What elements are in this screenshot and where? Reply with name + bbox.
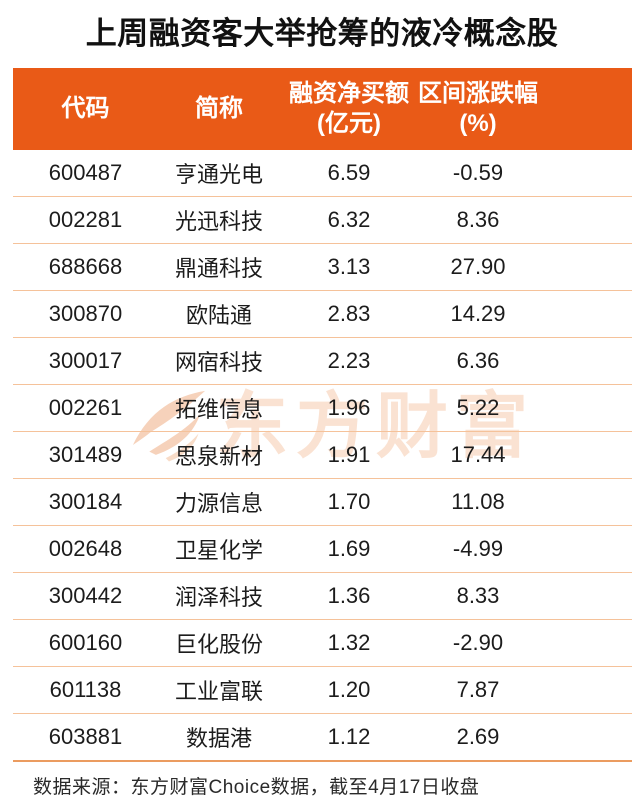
col-header-name: 简称 xyxy=(158,68,280,150)
cell-name: 思泉新材 xyxy=(158,431,280,479)
data-source-note: 数据来源：东方财富Choice数据，截至4月17日收盘 xyxy=(33,777,480,798)
cell-name: 鼎通科技 xyxy=(158,243,280,291)
table-row: 601138 工业富联 1.20 7.87 xyxy=(13,666,632,714)
table-row: 301489 思泉新材 1.91 17.44 xyxy=(13,431,632,479)
cell-spacer xyxy=(538,290,632,338)
cell-change: 2.69 xyxy=(418,713,538,762)
cell-name: 力源信息 xyxy=(158,478,280,526)
cell-change: 11.08 xyxy=(418,478,538,526)
cell-change: 17.44 xyxy=(418,431,538,479)
table-row: 300442 润泽科技 1.36 8.33 xyxy=(13,572,632,620)
cell-net-buy: 1.70 xyxy=(280,478,418,526)
table-row: 300017 网宿科技 2.23 6.36 xyxy=(13,337,632,385)
cell-code: 300017 xyxy=(13,337,158,385)
cell-code: 002261 xyxy=(13,384,158,432)
cell-change: 27.90 xyxy=(418,243,538,291)
table-header: 代码 简称 融资净买额 (亿元) 区间涨跌幅 (%) xyxy=(13,68,632,150)
cell-spacer xyxy=(538,572,632,620)
cell-code: 002648 xyxy=(13,525,158,573)
cell-change: -0.59 xyxy=(418,150,538,197)
cell-code: 600487 xyxy=(13,150,158,197)
cell-code: 601138 xyxy=(13,666,158,714)
col-header-change-unit: (%) xyxy=(459,110,497,137)
cell-spacer xyxy=(538,525,632,573)
cell-change: 5.22 xyxy=(418,384,538,432)
cell-code: 300184 xyxy=(13,478,158,526)
col-header-change: 区间涨跌幅 (%) xyxy=(418,68,538,150)
cell-net-buy: 2.23 xyxy=(280,337,418,385)
table-row: 002281 光迅科技 6.32 8.36 xyxy=(13,196,632,244)
table-header-row: 代码 简称 融资净买额 (亿元) 区间涨跌幅 (%) xyxy=(13,68,632,150)
cell-change: 6.36 xyxy=(418,337,538,385)
cell-net-buy: 2.83 xyxy=(280,290,418,338)
table-row: 002261 拓维信息 1.96 5.22 xyxy=(13,384,632,432)
table-wrap: 代码 简称 融资净买额 (亿元) 区间涨跌幅 (%) xyxy=(13,68,632,762)
stock-table: 代码 简称 融资净买额 (亿元) 区间涨跌幅 (%) xyxy=(13,68,632,762)
col-header-spacer xyxy=(538,68,632,150)
table-row: 300870 欧陆通 2.83 14.29 xyxy=(13,290,632,338)
cell-name: 亨通光电 xyxy=(158,150,280,197)
cell-code: 300442 xyxy=(13,572,158,620)
cell-spacer xyxy=(538,619,632,667)
col-header-code: 代码 xyxy=(13,68,158,150)
cell-spacer xyxy=(538,478,632,526)
cell-net-buy: 6.59 xyxy=(280,150,418,197)
cell-name: 欧陆通 xyxy=(158,290,280,338)
col-header-net-buy-unit: (亿元) xyxy=(317,110,381,137)
cell-net-buy: 3.13 xyxy=(280,243,418,291)
cell-code: 002281 xyxy=(13,196,158,244)
col-header-net-buy-label: 融资净买额 xyxy=(289,80,409,107)
cell-spacer xyxy=(538,666,632,714)
cell-name: 网宿科技 xyxy=(158,337,280,385)
cell-name: 卫星化学 xyxy=(158,525,280,573)
col-header-change-label: 区间涨跌幅 xyxy=(418,80,538,107)
cell-spacer xyxy=(538,243,632,291)
cell-net-buy: 6.32 xyxy=(280,196,418,244)
cell-name: 巨化股份 xyxy=(158,619,280,667)
cell-net-buy: 1.36 xyxy=(280,572,418,620)
col-header-net-buy: 融资净买额 (亿元) xyxy=(280,68,418,150)
cell-net-buy: 1.32 xyxy=(280,619,418,667)
cell-change: 14.29 xyxy=(418,290,538,338)
cell-code: 603881 xyxy=(13,713,158,762)
cell-net-buy: 1.91 xyxy=(280,431,418,479)
table-row: 600160 巨化股份 1.32 -2.90 xyxy=(13,619,632,667)
table-row: 300184 力源信息 1.70 11.08 xyxy=(13,478,632,526)
table-row: 002648 卫星化学 1.69 -4.99 xyxy=(13,525,632,573)
cell-change: -4.99 xyxy=(418,525,538,573)
cell-net-buy: 1.69 xyxy=(280,525,418,573)
col-header-name-label: 简称 xyxy=(195,95,243,122)
cell-spacer xyxy=(538,196,632,244)
table-row: 603881 数据港 1.12 2.69 xyxy=(13,713,632,762)
cell-spacer xyxy=(538,384,632,432)
cell-name: 润泽科技 xyxy=(158,572,280,620)
table-body: 600487 亨通光电 6.59 -0.59 002281 光迅科技 6.32 … xyxy=(13,150,632,762)
cell-code: 600160 xyxy=(13,619,158,667)
cell-net-buy: 1.96 xyxy=(280,384,418,432)
cell-change: 8.36 xyxy=(418,196,538,244)
cell-name: 工业富联 xyxy=(158,666,280,714)
cell-change: -2.90 xyxy=(418,619,538,667)
cell-spacer xyxy=(538,150,632,197)
cell-spacer xyxy=(538,431,632,479)
table-row: 600487 亨通光电 6.59 -0.59 xyxy=(13,150,632,197)
cell-code: 301489 xyxy=(13,431,158,479)
cell-net-buy: 1.12 xyxy=(280,713,418,762)
cell-spacer xyxy=(538,713,632,762)
cell-code: 300870 xyxy=(13,290,158,338)
cell-spacer xyxy=(538,337,632,385)
table-row: 688668 鼎通科技 3.13 27.90 xyxy=(13,243,632,291)
cell-change: 8.33 xyxy=(418,572,538,620)
cell-name: 光迅科技 xyxy=(158,196,280,244)
cell-change: 7.87 xyxy=(418,666,538,714)
page-title: 上周融资客大举抢筹的液冷概念股 xyxy=(85,16,559,51)
col-header-code-label: 代码 xyxy=(61,95,110,122)
cell-net-buy: 1.20 xyxy=(280,666,418,714)
cell-code: 688668 xyxy=(13,243,158,291)
cell-name: 拓维信息 xyxy=(158,384,280,432)
cell-name: 数据港 xyxy=(158,713,280,762)
